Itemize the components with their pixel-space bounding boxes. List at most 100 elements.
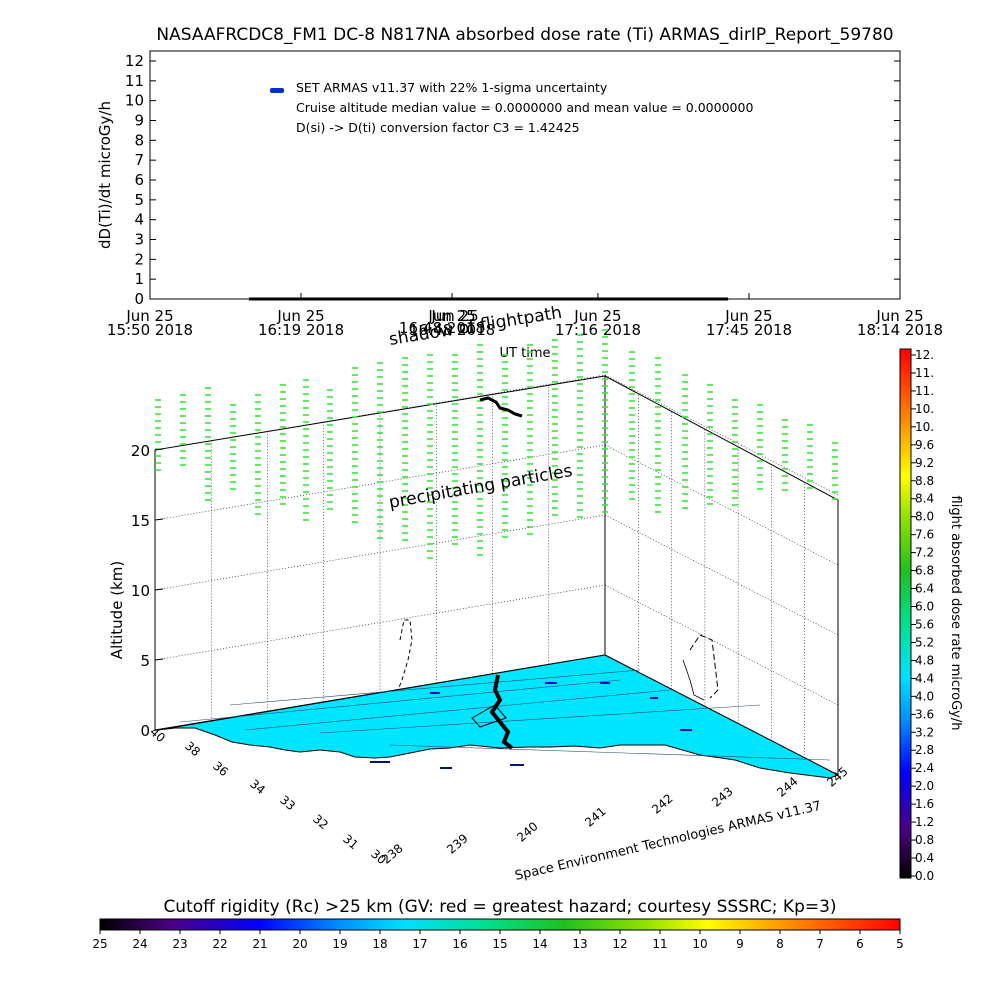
z-tick-mark bbox=[154, 588, 164, 591]
x-tick-time: 17:16 2018 bbox=[555, 321, 641, 339]
dose-colorbar-tick-label: 6.8 bbox=[915, 564, 934, 578]
x-tick-date: Jun 25 bbox=[276, 307, 324, 325]
rigidity-colorbar-tick-label: 20 bbox=[292, 937, 307, 951]
y-tick-label: 9 bbox=[134, 112, 144, 130]
legend-line-3: D(si) -> D(ti) conversion factor C3 = 1.… bbox=[296, 120, 580, 135]
y-tick-label: 12 bbox=[125, 52, 144, 70]
x-tick-time: 17:45 2018 bbox=[706, 321, 792, 339]
longitude-tick-label: 244 bbox=[774, 774, 801, 799]
rigidity-colorbar-tick-label: 23 bbox=[172, 937, 187, 951]
longitude-tick-label: 242 bbox=[649, 791, 676, 816]
solid-trace-right bbox=[682, 659, 705, 701]
grid-line bbox=[154, 514, 606, 591]
dose-colorbar-tick-label: 8.8 bbox=[915, 474, 934, 488]
y-tick-label: 4 bbox=[134, 211, 144, 229]
x-tick-time: 16:48 2018 bbox=[409, 321, 495, 339]
rigidity-colorbar-tick-label: 14 bbox=[532, 937, 547, 951]
credit-label: Space Environment Technologies ARMAS v11… bbox=[514, 799, 823, 884]
dose-colorbar-tick-label: 3.6 bbox=[915, 707, 934, 721]
dashed-trace-left bbox=[397, 619, 413, 691]
dose-colorbar-tick-label: 4.0 bbox=[915, 689, 934, 703]
z-tick-mark bbox=[154, 728, 164, 731]
rigidity-colorbar-tick-label: 15 bbox=[492, 937, 507, 951]
longitude-tick-label: 240 bbox=[514, 819, 541, 844]
z-tick-mark bbox=[154, 448, 164, 451]
x-tick-time: 15:50 2018 bbox=[107, 321, 193, 339]
dose-colorbar-ticks: 12. 11. 11. 10. 10. 9.6 9.2 8.8 8.4 8.0 7.6 7.2 6.8 6… bbox=[911, 348, 934, 883]
longitude-tick-label: 245 bbox=[824, 764, 851, 789]
rigidity-colorbar-tick-label: 24 bbox=[132, 937, 147, 951]
flight-path-box bbox=[471, 704, 507, 728]
ground-line bbox=[319, 704, 761, 734]
dose-colorbar-tick-label: 7.6 bbox=[915, 528, 934, 542]
ground-line bbox=[179, 679, 621, 723]
dose-colorbar-tick-label: 11. bbox=[915, 366, 934, 380]
grid-line bbox=[604, 444, 839, 566]
x-tick-date: Jun 25 bbox=[125, 307, 173, 325]
dose-colorbar-tick-label: 4.8 bbox=[915, 653, 934, 667]
rigidity-colorbar-tick-label: 9 bbox=[736, 937, 744, 951]
longitude-tick-label: 241 bbox=[582, 804, 609, 829]
z-tick-mark bbox=[154, 518, 164, 521]
ground-line bbox=[229, 669, 641, 706]
precipitating-particles-label: precipitating particles bbox=[387, 461, 574, 513]
rigidity-colorbar-tick-label: 25 bbox=[92, 937, 107, 951]
dose-colorbar-tick-label: 2.4 bbox=[915, 761, 934, 775]
chart-title: NASAAFRCDC8_FM1 DC-8 N817NA absorbed dos… bbox=[156, 25, 893, 45]
dose-colorbar-tick-label: 5.6 bbox=[915, 617, 934, 631]
rigidity-colorbar-tick-label: 22 bbox=[212, 937, 227, 951]
latitude-tick-label: 40 bbox=[147, 725, 168, 746]
dose-colorbar bbox=[899, 348, 912, 879]
dose-colorbar-tick-label: 11. bbox=[915, 384, 934, 398]
overlay-time: 16:48 2018 bbox=[399, 319, 485, 337]
x-tick-time: 16:19 2018 bbox=[258, 321, 344, 339]
dose-colorbar-tick-label: 0.8 bbox=[915, 833, 934, 847]
dose-colorbar-tick-label: 10. bbox=[915, 402, 934, 416]
longitude-tick-label: 243 bbox=[709, 784, 736, 809]
legend-marker bbox=[270, 88, 284, 93]
latitude-tick-label: 38 bbox=[182, 739, 203, 760]
dose-colorbar-tick-label: 7.2 bbox=[915, 546, 934, 560]
x-tick-time: 18:14 2018 bbox=[857, 321, 943, 339]
z-axis-ticks: 0 5 10 15 20 bbox=[131, 442, 164, 740]
rigidity-colorbar-tick-label: 16 bbox=[452, 937, 467, 951]
dose-colorbar-label: flight absorbed dose rate microGy/h bbox=[948, 496, 963, 731]
top-x-axis-label: UT time bbox=[500, 346, 551, 361]
latitude-tick-label: 31 bbox=[340, 832, 361, 853]
ground-detail bbox=[179, 669, 831, 769]
dose-colorbar-tick-label: 0.4 bbox=[915, 851, 934, 865]
dose-colorbar-tick-label: 3.2 bbox=[915, 725, 934, 739]
latitude-tick-label: 32 bbox=[310, 812, 331, 833]
dose-colorbar-tick-label: 2.8 bbox=[915, 743, 934, 757]
x-tick-date: Jun 25 bbox=[573, 307, 621, 325]
rigidity-colorbar-tick-label: 5 bbox=[896, 937, 904, 951]
ground-line bbox=[244, 689, 671, 731]
rigidity-colorbar-tick-label: 13 bbox=[572, 937, 587, 951]
top-legend: SET ARMAS v11.37 with 22% 1-sigma uncert… bbox=[270, 80, 753, 135]
dose-colorbar-tick-label: 0.0 bbox=[915, 869, 934, 883]
latitude-tick-label: 34 bbox=[247, 777, 268, 798]
z-tick-mark bbox=[154, 658, 164, 661]
legend-line-1: SET ARMAS v11.37 with 22% 1-sigma uncert… bbox=[296, 80, 608, 95]
flight-path-shadow bbox=[489, 674, 514, 750]
y-tick-label: 6 bbox=[134, 171, 144, 189]
dose-colorbar-tick-label: 2.0 bbox=[915, 779, 934, 793]
ground-line bbox=[389, 744, 831, 761]
flight-path bbox=[471, 396, 523, 750]
rigidity-colorbar-tick-label: 17 bbox=[412, 937, 427, 951]
dose-colorbar-tick-label: 12. bbox=[915, 348, 934, 362]
grid-line bbox=[604, 374, 839, 496]
flight-path-altitude bbox=[479, 396, 523, 418]
dose-colorbar-tick-label: 5.2 bbox=[915, 635, 934, 649]
x-tick-date: Jun 25 bbox=[724, 307, 772, 325]
dose-colorbar-tick-label: 1.6 bbox=[915, 797, 934, 811]
dose-colorbar-tick-label: 9.2 bbox=[915, 456, 934, 470]
rigidity-colorbar-tick-label: 12 bbox=[612, 937, 627, 951]
latitude-tick-label: 36 bbox=[210, 759, 231, 780]
rigidity-colorbar-tick-label: 19 bbox=[332, 937, 347, 951]
rigidity-colorbar-label: Cutoff rigidity (Rc) >25 km (GV: red = g… bbox=[163, 897, 836, 917]
rigidity-colorbar-tick-label: 7 bbox=[816, 937, 824, 951]
